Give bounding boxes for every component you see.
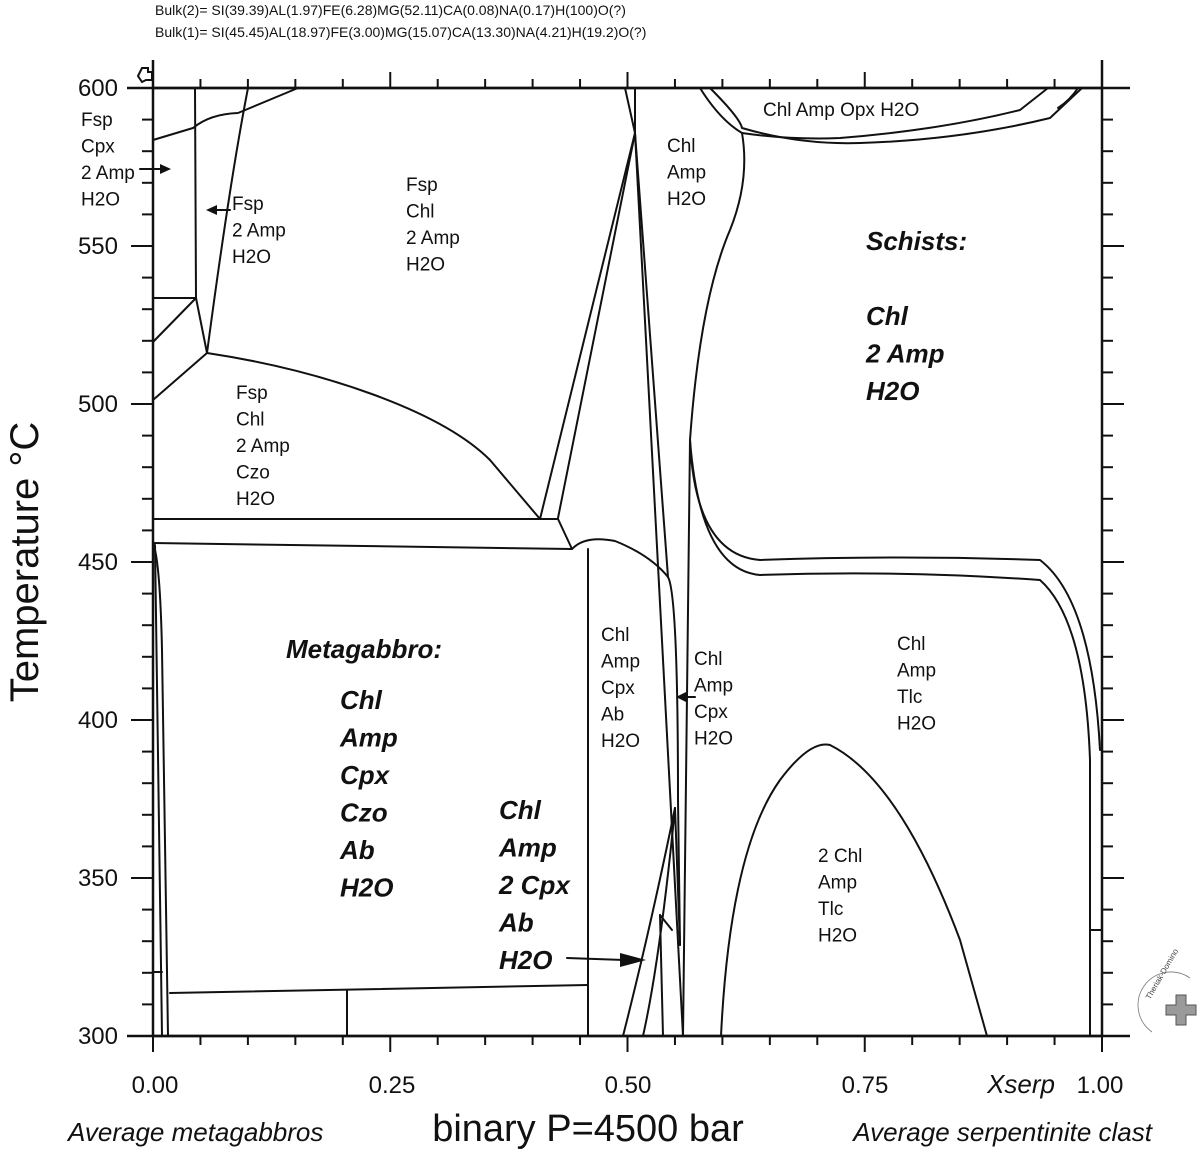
y-tick-label: 450 — [78, 549, 118, 576]
corner-marker-icon — [136, 67, 153, 84]
bulk1-text: Bulk(1)= SI(45.45)AL(18.97)FE(3.00)MG(15… — [155, 24, 646, 40]
x-tick-label: 0.00 — [132, 1072, 179, 1099]
logo-cross-icon — [1165, 994, 1197, 1026]
logo-text: Theriak-Domino — [1144, 947, 1181, 1001]
x-tick-label: 0.25 — [369, 1072, 416, 1099]
boundary-line — [194, 87, 197, 299]
boundary-line — [152, 127, 194, 141]
chl-2cpx-label: Chl Amp 2 Cpx Ab H2O — [498, 795, 577, 975]
arrow-head-icon — [620, 953, 646, 967]
boundary-line — [709, 87, 1083, 145]
boundary-line — [622, 807, 676, 1037]
field-label-f4: Fsp Chl 2 Amp Czo H2O — [236, 383, 295, 510]
boundary-line — [689, 439, 1091, 1037]
boundary-line — [634, 132, 684, 1037]
theriak-domino-logo: Theriak-Domino — [1137, 947, 1197, 1033]
boundary-line — [571, 538, 669, 578]
field-label-f7: Chl Amp Cpx Ab H2O — [601, 625, 645, 752]
metagabbro-title-label: Metagabbro: — [286, 634, 442, 664]
boundary-line — [206, 352, 541, 520]
boundary-line — [206, 87, 249, 354]
boundary-line — [152, 352, 208, 401]
label-arrows — [139, 164, 696, 967]
axis-ticks — [131, 72, 1124, 1052]
arrow-head-icon — [206, 205, 217, 215]
y-tick-label: 350 — [78, 865, 118, 892]
y-tick-label: 600 — [78, 75, 118, 102]
boundary-line — [557, 132, 636, 519]
boundary-line — [674, 807, 681, 946]
y-tick-label: 400 — [78, 707, 118, 734]
field-label-f8: Chl Amp Cpx H2O — [694, 649, 738, 750]
y-tick-labels: 600 550 500 450 400 350 300 — [78, 75, 118, 1050]
boundary-line — [152, 542, 573, 550]
boundary-line — [720, 743, 988, 1037]
boundary-line — [642, 807, 676, 1037]
x-tick-labels: 0.00 0.25 0.50 0.75 1.00 — [132, 1072, 1124, 1099]
x-tick-label: 0.75 — [842, 1072, 889, 1099]
boundary-line — [699, 87, 1049, 140]
boundary-line — [659, 914, 673, 931]
field-label-f5: Chl Amp H2O — [667, 136, 711, 210]
boundary-line — [169, 984, 589, 994]
logo-arc — [1137, 971, 1191, 1033]
arrow-head-icon — [676, 692, 686, 702]
boundary-line — [689, 132, 746, 441]
emphasis-labels: Schists: Chl 2 Amp H2O Metagabbro: Chl A… — [286, 226, 974, 975]
bulk2-text: Bulk(2)= SI(39.39)AL(1.97)FE(6.28)MG(52.… — [155, 2, 626, 18]
field-label-f1: Fsp Cpx 2 Amp H2O — [81, 110, 140, 211]
y-axis-title: Temperature °C — [3, 422, 47, 703]
boundary-line — [659, 914, 664, 1037]
metagabbro-label: Chl Amp Cpx Czo Ab H2O — [339, 685, 405, 903]
field-label-f2: Fsp 2 Amp H2O — [232, 194, 291, 268]
y-tick-label: 300 — [78, 1023, 118, 1050]
boundary-line — [195, 297, 208, 354]
right-end-label: Average serpentinite clast — [851, 1117, 1153, 1147]
x-axis-variable: Xserp — [986, 1069, 1055, 1099]
boundary-line — [634, 132, 669, 578]
left-end-label: Average metagabbros — [66, 1117, 323, 1147]
boundary-line — [539, 132, 636, 520]
field-label-f3: Fsp Chl 2 Amp H2O — [406, 175, 465, 276]
boundary-line — [152, 297, 197, 343]
boundary-line — [667, 576, 681, 946]
arrow-line — [566, 957, 625, 961]
y-tick-label: 550 — [78, 233, 118, 260]
boundary-line — [192, 87, 299, 129]
x-tick-label: 1.00 — [1077, 1072, 1124, 1099]
field-labels: Fsp Cpx 2 Amp H2O Fsp 2 Amp H2O Fsp Chl … — [81, 100, 941, 947]
field-label-f9: Chl Amp Tlc H2O — [897, 634, 941, 735]
phase-boundaries — [152, 87, 1103, 1037]
boundary-line — [1057, 87, 1079, 109]
boundary-line — [557, 518, 573, 550]
field-label-f10: 2 Chl Amp Tlc H2O — [818, 846, 868, 947]
chart-title: binary P=4500 bar — [432, 1108, 744, 1150]
boundary-line — [154, 544, 163, 1037]
x-tick-label: 0.50 — [605, 1072, 652, 1099]
boundary-line — [624, 87, 636, 134]
boundary-line — [682, 439, 1101, 1037]
y-tick-label: 500 — [78, 391, 118, 418]
schists-label: Schists: Chl 2 Amp H2O — [865, 226, 974, 406]
arrow-head-icon — [160, 164, 171, 174]
field-label-f6: Chl Amp Opx H2O — [763, 100, 919, 121]
